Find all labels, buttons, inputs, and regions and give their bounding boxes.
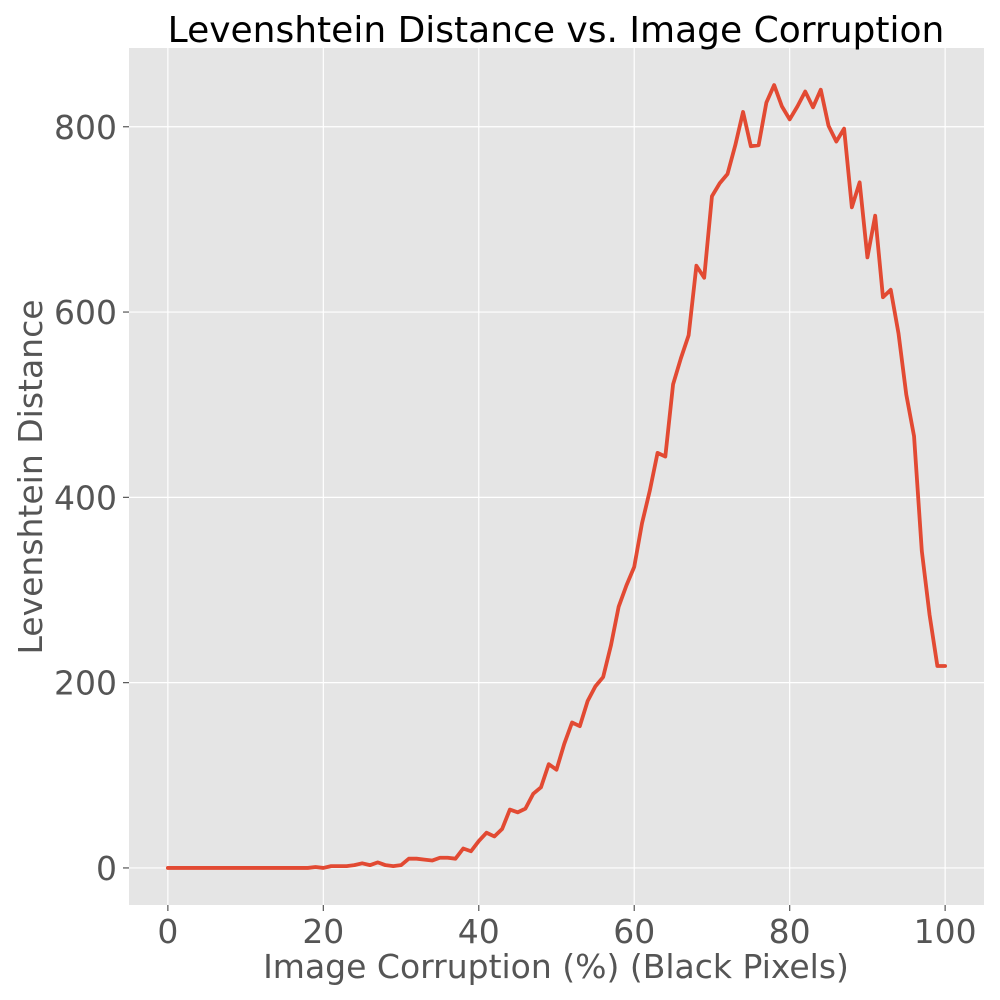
x-tick-label: 60 [613, 912, 655, 951]
x-tick-label: 20 [302, 912, 344, 951]
y-tick-label: 800 [54, 108, 117, 147]
y-tick-label: 200 [54, 664, 117, 703]
tick-labels: 0 20 40 60 80 100 0 200 400 600 800 [54, 108, 977, 951]
y-tick-label: 400 [54, 478, 117, 517]
series-line-0 [165, 83, 948, 870]
y-tick-label: 0 [96, 849, 117, 888]
x-tick-label: 80 [769, 912, 811, 951]
x-tick-label: 0 [157, 912, 178, 951]
series-layer [165, 83, 948, 870]
y-axis-label: Levenshtein Distance [11, 299, 50, 654]
y-tick-label: 600 [54, 293, 117, 332]
chart-title: Levenshtein Distance vs. Image Corruptio… [168, 10, 945, 51]
plot-area [129, 48, 984, 905]
x-tick-label: 100 [914, 912, 977, 951]
x-tick-label: 40 [458, 912, 500, 951]
x-axis-label: Image Corruption (%) (Black Pixels) [263, 947, 849, 986]
